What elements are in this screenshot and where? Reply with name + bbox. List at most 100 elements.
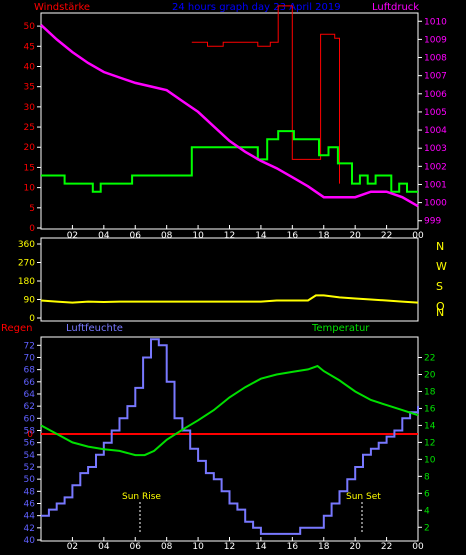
x-tick-label: 16 [287,542,299,552]
rain-tick-label: 0 [27,430,33,440]
humidity-label: Luftfeuchte [66,323,123,334]
gust-series-line [191,5,340,184]
x-tick-label: 04 [98,542,110,552]
x-tick-label: 02 [67,542,78,552]
temperature-series-line [40,364,419,457]
humidity-series-line [41,338,419,535]
temperature-tick-label: 10 [424,455,436,465]
humidity-tick-label: 58 [24,426,36,436]
direction-tick-label: 360 [18,240,35,250]
x-tick-label: 08 [161,542,173,552]
x-tick-label: 22 [381,231,392,241]
pressure-tick-label: 1003 [424,144,447,154]
x-tick-label: 00 [412,542,424,552]
direction-tick-label: 90 [24,296,36,306]
humidity-tick-label: 62 [24,402,35,412]
humidity-tick-label: 72 [24,341,35,351]
x-tick-label: 20 [349,542,361,552]
compass-s: S [436,280,443,293]
pressure-tick-label: 999 [424,217,441,227]
wind-series-line [41,130,418,193]
humidity-tick-label: 68 [24,366,36,376]
direction-tick-label: 0 [29,314,35,324]
wind-tick-label: 0 [29,224,35,234]
x-tick-label: 16 [287,231,299,241]
wind-tick-label: 25 [24,123,35,133]
wind-direction-panel [40,237,419,322]
x-tick-label: 10 [192,231,204,241]
pressure-tick-label: 1009 [424,35,447,45]
rain-label: Regen [1,323,33,334]
wind-tick-label: 35 [24,83,35,93]
sun-rise-label: Sun Rise [122,492,161,502]
x-tick-label: 22 [381,542,392,552]
x-tick-label: 06 [130,231,142,241]
pressure-tick-label: 1006 [424,90,447,100]
wind-tick-label: 30 [24,103,36,113]
pressure-tick-label: 1007 [424,72,447,82]
x-tick-label: 14 [255,231,267,241]
x-tick-label: 08 [161,231,173,241]
wind-tick-label: 20 [24,143,36,153]
compass-w: W [436,260,447,273]
x-tick-label: 02 [67,231,78,241]
humidity-tick-label: 44 [24,512,36,522]
x-tick-label: 06 [130,542,142,552]
temperature-tick-label: 20 [424,370,436,380]
x-tick-label: 12 [224,231,235,241]
humidity-tick-label: 70 [24,353,36,363]
wind-tick-label: 5 [29,204,35,214]
pressure-tick-label: 1010 [424,17,447,27]
pressure-label: Luftdruck [372,2,419,13]
temperature-label: Temperatur [311,323,370,334]
temperature-tick-label: 8 [424,472,430,482]
x-tick-label: 00 [412,231,424,241]
sun-set-label: Sun Set [346,492,381,502]
wind-tick-label: 45 [24,42,35,52]
wind-tick-label: 50 [24,22,36,32]
temperature-tick-label: 12 [424,438,435,448]
humidity-tick-label: 66 [24,378,36,388]
pressure-tick-label: 1004 [424,126,447,136]
humidity-tick-label: 54 [24,451,36,461]
x-tick-label: 18 [318,542,330,552]
pressure-tick-label: 1005 [424,108,447,118]
humidity-tick-label: 48 [24,487,36,497]
humidity-tick-label: 40 [24,536,36,546]
pressure-tick-label: 1008 [424,54,447,64]
wind-tick-label: 10 [24,184,36,194]
wind-tick-label: 15 [24,163,35,173]
wind-tick-label: 40 [24,62,36,72]
humidity-tick-label: 50 [24,475,36,485]
humidity-tick-label: 42 [24,524,35,534]
x-tick-label: 20 [349,231,361,241]
temperature-tick-label: 6 [424,489,430,499]
compass-n-bottom: N [436,306,444,319]
temperature-tick-label: 22 [424,354,435,364]
pressure-tick-label: 1000 [424,199,447,209]
temperature-tick-label: 4 [424,506,430,516]
x-tick-label: 10 [192,542,204,552]
wind-pressure-panel [40,12,419,230]
temperature-tick-label: 18 [424,387,436,397]
direction-tick-label: 270 [18,259,35,269]
direction-series-line [40,294,419,304]
wind-speed-label: Windstärke [34,2,90,13]
humidity-tick-label: 56 [24,439,36,449]
humidity-tick-label: 52 [24,463,35,473]
graph-title: 24 hours graph day 23 April 2019 [172,2,341,13]
temperature-humidity-panel [40,336,419,542]
pressure-tick-label: 1002 [424,162,447,172]
temperature-tick-label: 16 [424,404,436,414]
temperature-tick-label: 14 [424,421,436,431]
compass-o: O [436,300,445,313]
x-tick-label: 04 [98,231,110,241]
compass-n-top: N [436,240,444,253]
x-tick-label: 12 [224,542,235,552]
pressure-tick-label: 1001 [424,180,447,190]
humidity-tick-label: 46 [24,499,36,509]
x-tick-label: 18 [318,231,330,241]
temperature-tick-label: 2 [424,523,430,533]
humidity-tick-label: 60 [24,414,36,424]
